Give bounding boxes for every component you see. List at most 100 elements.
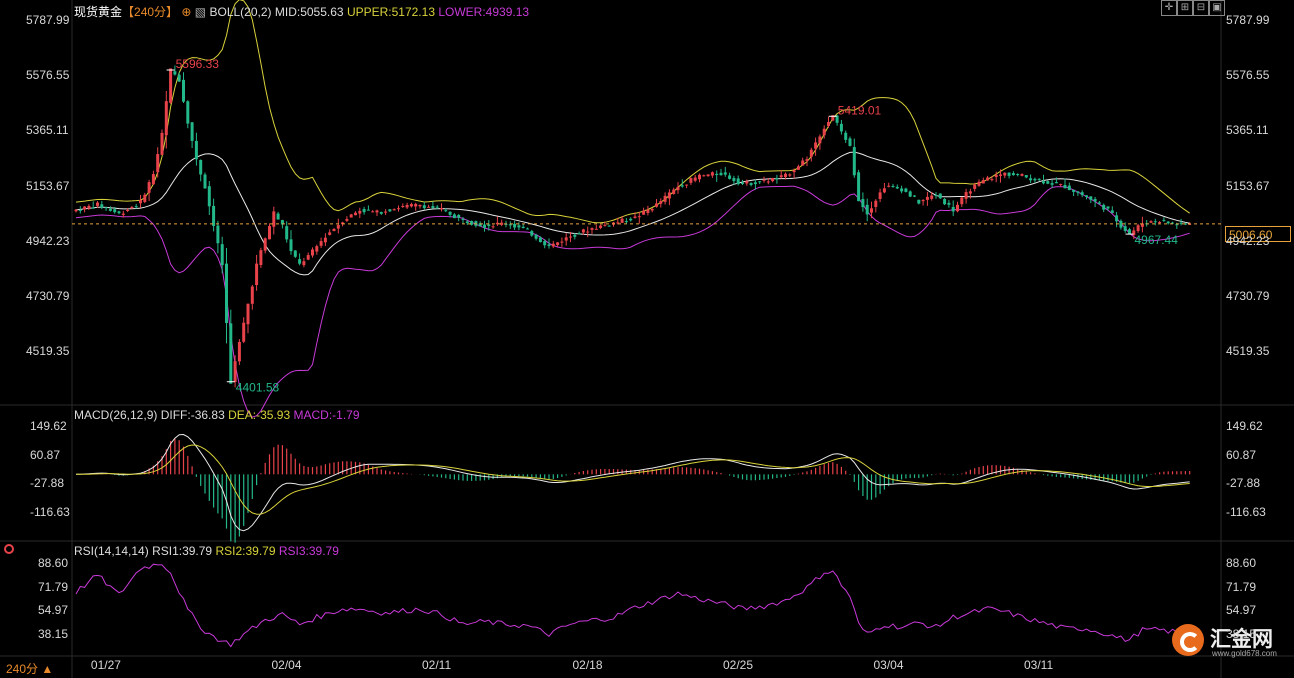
candle [366, 205, 370, 211]
candle-body [259, 250, 263, 266]
candle [689, 177, 693, 186]
candle [870, 201, 873, 219]
period-label[interactable]: 【240分】 [122, 5, 179, 19]
candle [999, 169, 1002, 183]
candle-body [543, 241, 547, 246]
candle [822, 125, 826, 139]
candle-body [650, 208, 654, 211]
candle-body [728, 175, 732, 179]
candle-body [637, 216, 641, 218]
candle-body [809, 149, 813, 157]
candle [134, 203, 138, 209]
candle [650, 208, 654, 213]
candle-body [672, 189, 676, 194]
candle [1059, 183, 1063, 187]
candle [741, 179, 744, 185]
candle-body [470, 221, 474, 225]
candle [925, 191, 929, 206]
candle-body [1140, 223, 1144, 227]
candle-body [121, 213, 125, 215]
candle-body [887, 185, 891, 187]
candle [814, 137, 818, 156]
candle [874, 199, 878, 213]
candle-body [904, 188, 908, 192]
candle-body [87, 206, 91, 209]
candle [586, 226, 590, 238]
candle-body [199, 160, 203, 175]
candle [302, 257, 306, 268]
candle-body [659, 201, 663, 204]
candle-body [388, 209, 392, 212]
candle [108, 206, 112, 212]
candle-body [943, 199, 947, 205]
period-selector[interactable]: 240分 ▲ [6, 662, 54, 676]
candle-body [233, 361, 237, 383]
candle-body [895, 186, 899, 189]
candle [844, 130, 848, 143]
candle [508, 221, 512, 229]
candle-body [788, 174, 792, 176]
candle-body [513, 223, 517, 228]
macd-tick-left: 60.87 [30, 447, 61, 462]
fullscreen-icon[interactable]: ▣ [1209, 0, 1225, 16]
candle-body [534, 234, 538, 239]
candle [637, 211, 641, 224]
zoom-in-icon[interactable]: ⊞ [1177, 0, 1193, 16]
candle [960, 196, 964, 208]
rsi-header: RSI(14,14,14) RSI1:39.79 RSI2:39.79 RSI3… [74, 544, 339, 558]
candle [225, 248, 228, 344]
candle-body [977, 181, 981, 186]
candle [577, 231, 581, 235]
candle [732, 175, 736, 185]
candle-body [328, 232, 332, 235]
candle [865, 198, 869, 222]
candle [113, 206, 117, 214]
candle-body [414, 203, 418, 207]
price-annotation: 4401.58 [236, 381, 280, 395]
candle [392, 208, 396, 211]
crosshair-icon[interactable]: ✛ [1161, 0, 1177, 16]
rsi-tick-left: 54.97 [38, 603, 69, 618]
candle [289, 230, 293, 255]
candle-body [994, 174, 998, 178]
close-indicator-icon[interactable]: ⊕ [181, 5, 192, 19]
candle [1140, 216, 1144, 233]
candle-body [551, 243, 555, 247]
rsi-tick-right: 71.79 [1226, 579, 1257, 594]
candle-body [999, 174, 1002, 176]
candle-body [268, 226, 271, 240]
zoom-out-icon[interactable]: ⊟ [1193, 0, 1209, 16]
candle [848, 136, 852, 147]
rsi-settings-icon[interactable] [4, 544, 14, 554]
price-tick-right: 4730.79 [1226, 288, 1270, 303]
candle [779, 170, 783, 179]
candle-body [113, 209, 117, 213]
candle-body [242, 322, 246, 342]
candle [465, 219, 469, 226]
candle [156, 147, 160, 178]
candle [349, 213, 353, 218]
candle-body [624, 221, 628, 223]
price-tick-left: 5153.67 [26, 178, 70, 193]
candle-body [237, 341, 241, 362]
candle-body [990, 179, 994, 181]
candle-body [861, 199, 865, 208]
candle [384, 209, 388, 216]
candle-body [311, 249, 314, 256]
candle-body [547, 244, 551, 246]
candle-body [973, 184, 977, 189]
candle [607, 225, 611, 227]
candle-body [715, 173, 719, 175]
macd-tick-right: -27.88 [1226, 476, 1261, 491]
candle-body [371, 211, 375, 213]
candle [220, 236, 224, 274]
candle-body [431, 206, 435, 209]
macd-diff: DIFF:-36.83 [160, 408, 225, 422]
candle-body [358, 210, 362, 214]
candle [164, 90, 168, 149]
price-tick-right: 4519.35 [1226, 344, 1270, 358]
candle [788, 173, 792, 178]
candle-body [796, 166, 800, 170]
candle-body [908, 191, 912, 197]
candle [564, 233, 568, 246]
